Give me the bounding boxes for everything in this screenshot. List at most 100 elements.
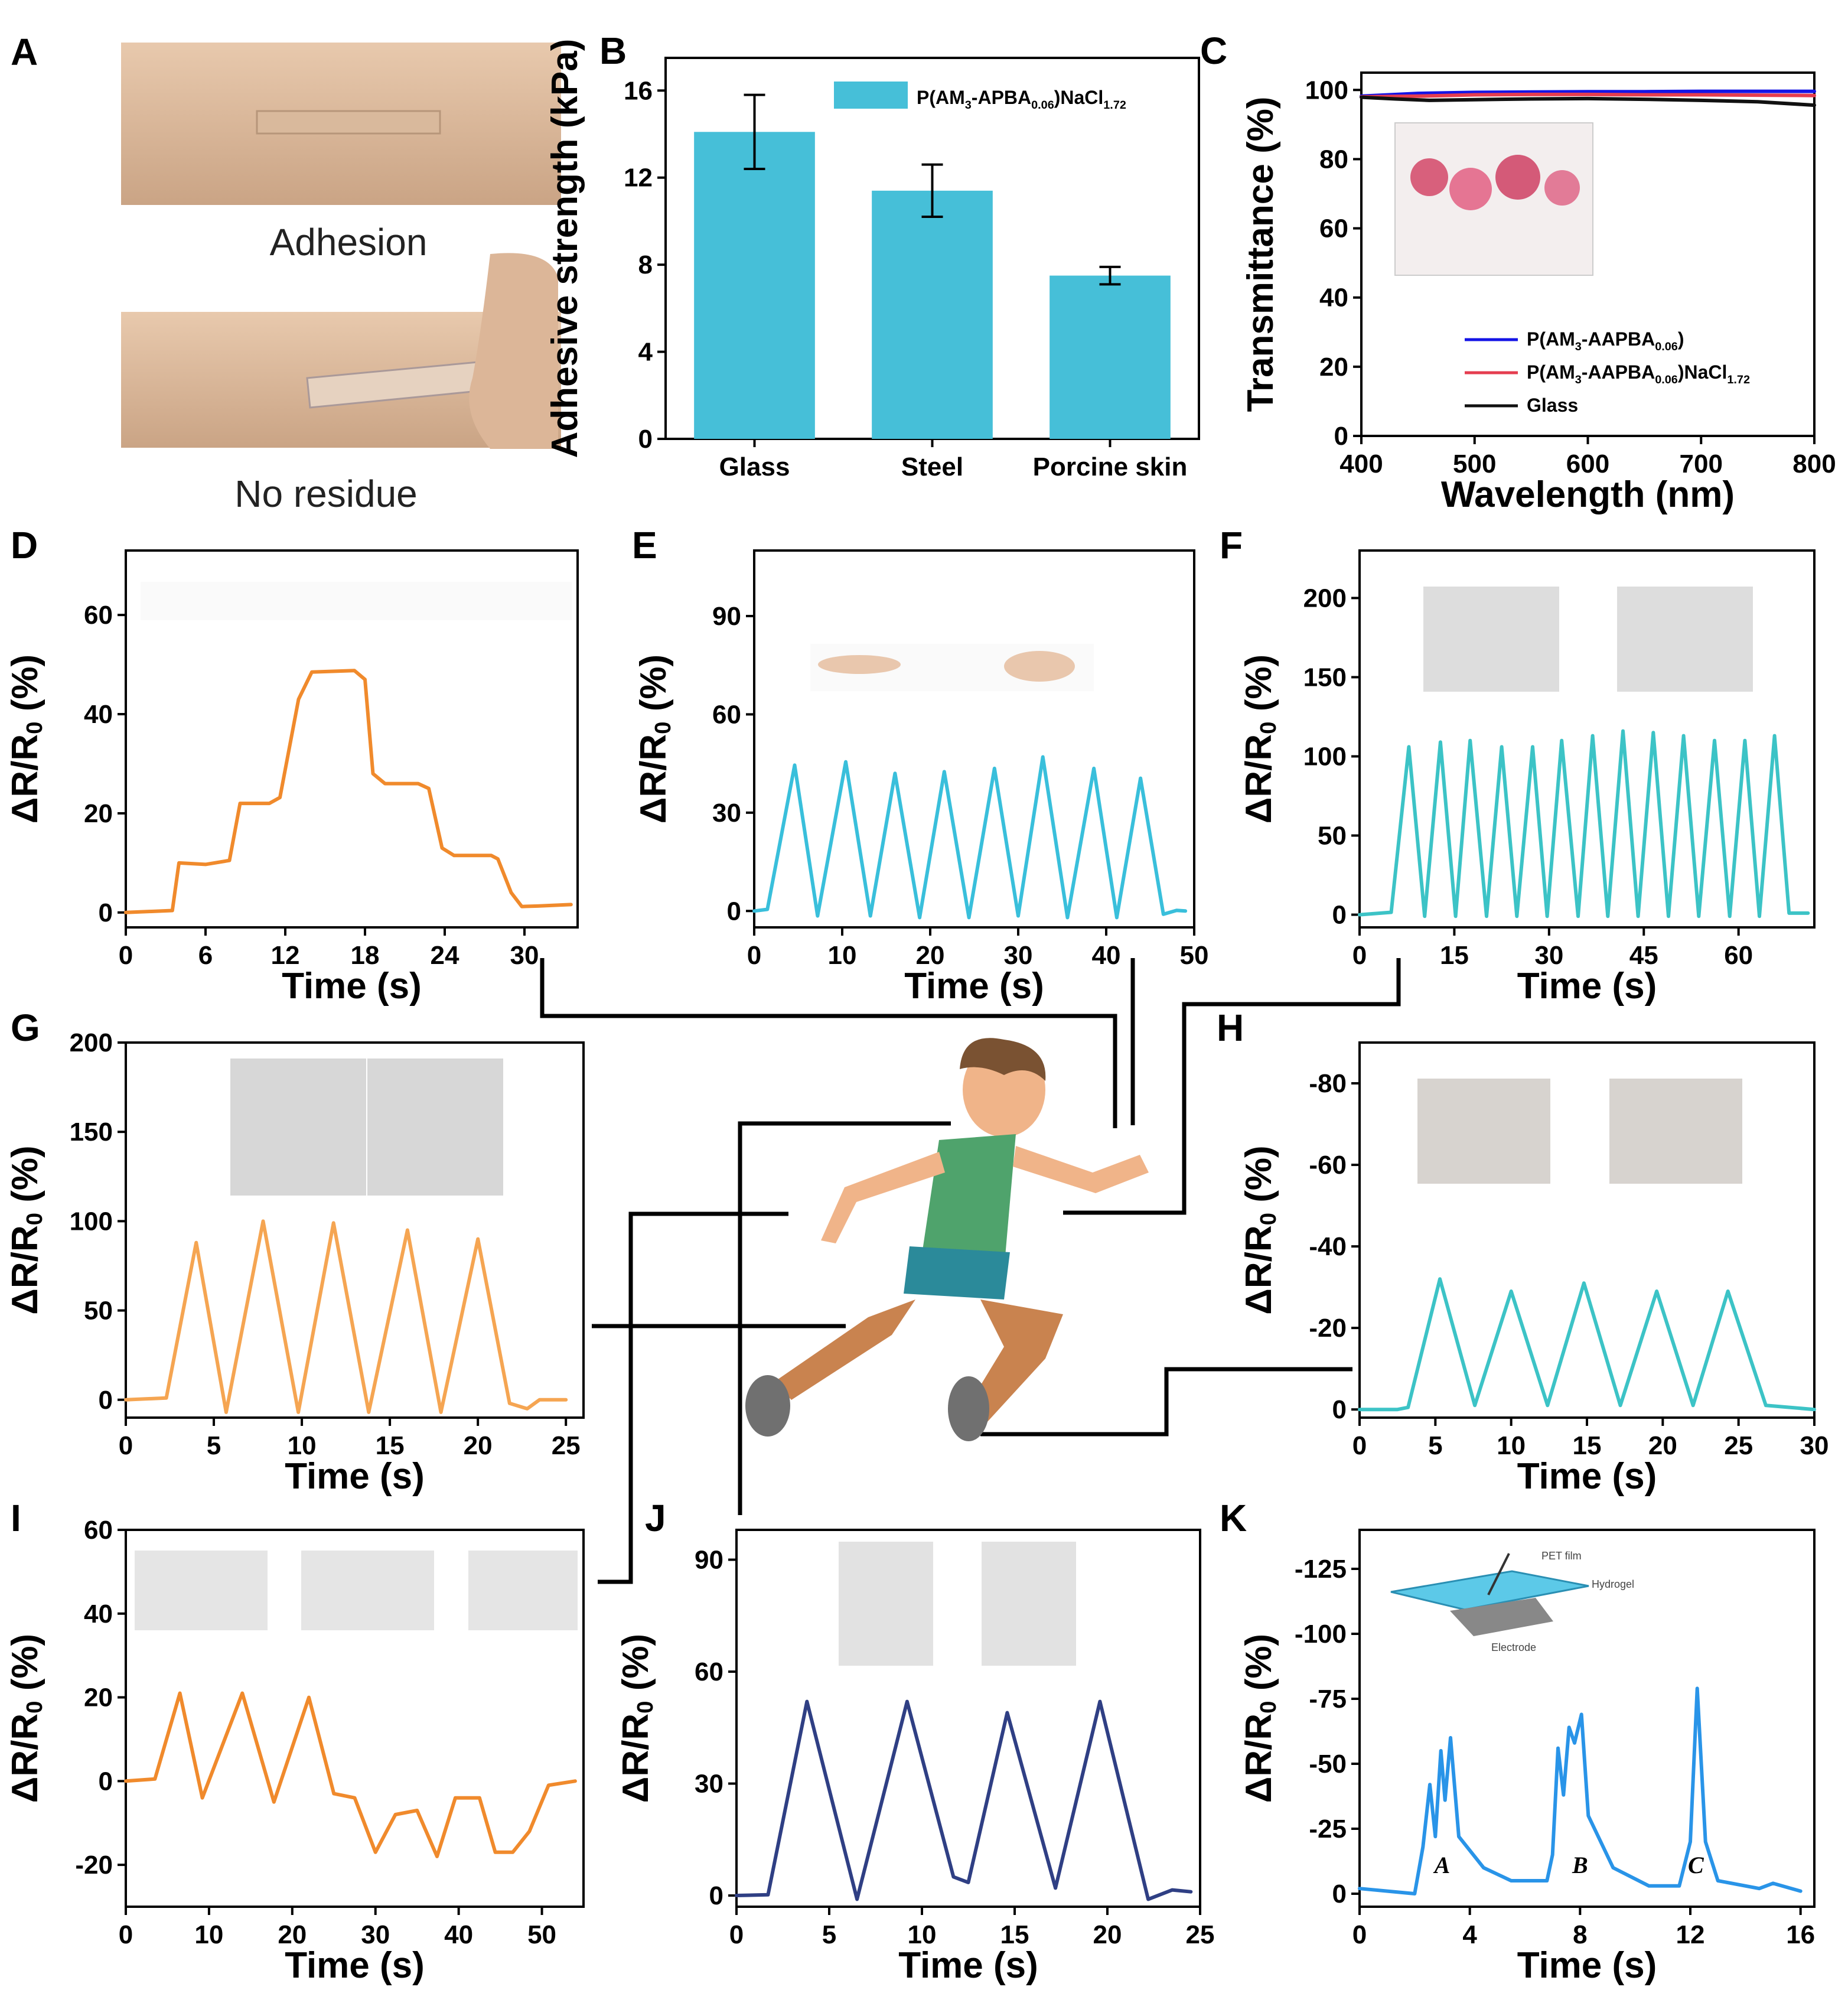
x-tick-label: 20: [278, 1920, 307, 1949]
x-tick-label: 15: [376, 1431, 405, 1460]
y-tick-label: 16: [624, 76, 653, 105]
x-tick-label: 0: [1352, 1431, 1367, 1460]
x-tick-label: 8: [1573, 1920, 1587, 1949]
x-tick-label: 0: [747, 941, 761, 970]
runner-hair: [960, 1038, 1046, 1081]
runner-illustration: [745, 1038, 1149, 1441]
x-axis-label: Wavelength (nm): [1441, 474, 1735, 515]
y-tick-label: -20: [75, 1851, 113, 1880]
plot-frame: [125, 1529, 585, 1908]
panel-letter-a: A: [11, 31, 38, 73]
peak-annotation: B: [1572, 1852, 1588, 1878]
y-axis-label: Adhesive strength (kPa): [545, 39, 585, 458]
x-tick-label: 45: [1629, 941, 1658, 970]
x-tick-label: 25: [1724, 1431, 1753, 1460]
wrist-photo-3: [468, 1551, 578, 1630]
foot-photo-2: [1609, 1079, 1742, 1184]
connector-i: [598, 1211, 788, 1584]
y-tick-label: 40: [1319, 284, 1348, 312]
panel-letter-j: J: [645, 1497, 666, 1539]
y-tick-label: 20: [1319, 353, 1348, 382]
legend-label: Glass: [1527, 395, 1578, 416]
x-axis-label: Time (s): [282, 966, 422, 1007]
chart-c-transmittance: 0 20 40 60 80 100 400 500 600 700 800 P(AM3-AAPBA0.…: [1240, 71, 1836, 515]
y-tick-label: 20: [84, 1683, 113, 1712]
plot-frame: [1358, 1529, 1816, 1908]
x-axis-label: Time (s): [285, 1945, 425, 1986]
series-line-j: [735, 1699, 1193, 1901]
series-line-g: [124, 1219, 568, 1414]
x-tick-label: 30: [1534, 941, 1563, 970]
runner-shorts: [904, 1246, 1010, 1299]
x-tick-label: 40: [1092, 941, 1121, 970]
caption-adhesion: Adhesion: [270, 221, 428, 263]
y-axis-label: ΔR/R0 (%): [1238, 1145, 1281, 1314]
y-tick-label: 60: [84, 1516, 113, 1545]
y-tick-label: 4: [638, 338, 653, 367]
y-axis-label: ΔR/R0 (%): [615, 1634, 658, 1803]
x-axis-label: Time (s): [1517, 1945, 1657, 1986]
y-tick-label: 0: [99, 898, 113, 927]
bar-steel: [872, 190, 993, 439]
x-tick-label: 25: [552, 1431, 581, 1460]
x-tick-label: 0: [729, 1920, 744, 1949]
chart-g-knee: 0 50 100 150 200 0 5 10 15 20 25 Time (s) ΔR/R0 (%): [5, 1028, 585, 1497]
x-tick-label: 600: [1566, 450, 1609, 478]
wrist-photo-1: [135, 1551, 268, 1630]
finger-photo-strip: [141, 582, 572, 620]
plot-frame: [753, 549, 1195, 929]
panel-letter-f: F: [1220, 524, 1243, 566]
x-tick-label: 18: [351, 941, 380, 970]
x-tick-label: 25: [1186, 1920, 1215, 1949]
series-line-p-am3-aapba0-06-: [1360, 89, 1816, 98]
y-tick-label: -60: [1309, 1151, 1347, 1180]
x-tick-label: 50: [1180, 941, 1209, 970]
y-tick-label: 0: [1334, 422, 1348, 451]
electrode-layer: [1450, 1598, 1553, 1636]
x-tick-label: 16: [1786, 1920, 1815, 1949]
panel-letter-c: C: [1200, 30, 1227, 72]
x-axis-label: Time (s): [285, 1456, 425, 1497]
x-tick-label: 5: [207, 1431, 221, 1460]
x-axis-label: Time (s): [1517, 1456, 1657, 1497]
y-tick-label: 0: [99, 1767, 113, 1796]
caption-no-residue: No residue: [234, 473, 418, 515]
x-tick-label: 0: [1352, 1920, 1367, 1949]
plot-frame: [125, 1041, 585, 1419]
runner-back-leg: [774, 1299, 915, 1400]
x-tick-label: 15: [1440, 941, 1469, 970]
x-tick-label: 10: [288, 1431, 317, 1460]
series-line-glass: [1360, 95, 1816, 108]
chart-j-neck: 0 30 60 90 0 5 10 15 20 25 Time (s) ΔR/R0 (%): [615, 1529, 1215, 1986]
x-tick-label: 0: [1352, 941, 1367, 970]
neck-photo-1: [839, 1542, 933, 1666]
y-axis-label: ΔR/R0 (%): [5, 1145, 47, 1314]
x-tick-label: 0: [119, 941, 133, 970]
y-axis-label: Transmittance (%): [1240, 96, 1281, 412]
x-tick-label: 500: [1453, 450, 1496, 478]
y-axis-label: ΔR/R0 (%): [633, 654, 676, 823]
label-pet-film: PET film: [1541, 1550, 1582, 1562]
x-tick-label: 4: [1462, 1920, 1477, 1949]
y-tick-label: 100: [1303, 742, 1347, 771]
y-axis-label: ΔR/R0 (%): [5, 1634, 47, 1803]
y-tick-label: 0: [727, 897, 741, 926]
flower-1: [1410, 158, 1448, 196]
bar-porcine-skin: [1050, 275, 1171, 439]
y-tick-label: 60: [712, 700, 741, 729]
peak-annotation: A: [1433, 1852, 1451, 1878]
y-tick-label: 0: [1332, 901, 1347, 930]
y-tick-label: 0: [638, 425, 653, 454]
open-hand: [818, 655, 901, 674]
chart-b-adhesive-strength: 0 4 8 12 16 Glass Steel Porcine skin P(AM3-APBA0…: [545, 39, 1200, 481]
elbow-photo-2: [1617, 587, 1753, 692]
series-line-p-am3-aapba0-06-nacl1-72: [1360, 92, 1816, 99]
series-line-d: [124, 669, 573, 914]
photo-insets: PET film Hydrogel Electrode: [135, 122, 1753, 1666]
plot-frame: [735, 1529, 1201, 1908]
x-tick-label: 0: [119, 1920, 133, 1949]
flower-3: [1495, 155, 1540, 200]
y-tick-label: 50: [84, 1297, 113, 1325]
knee-photo-2: [367, 1058, 503, 1196]
x-tick-label: 0: [119, 1431, 133, 1460]
